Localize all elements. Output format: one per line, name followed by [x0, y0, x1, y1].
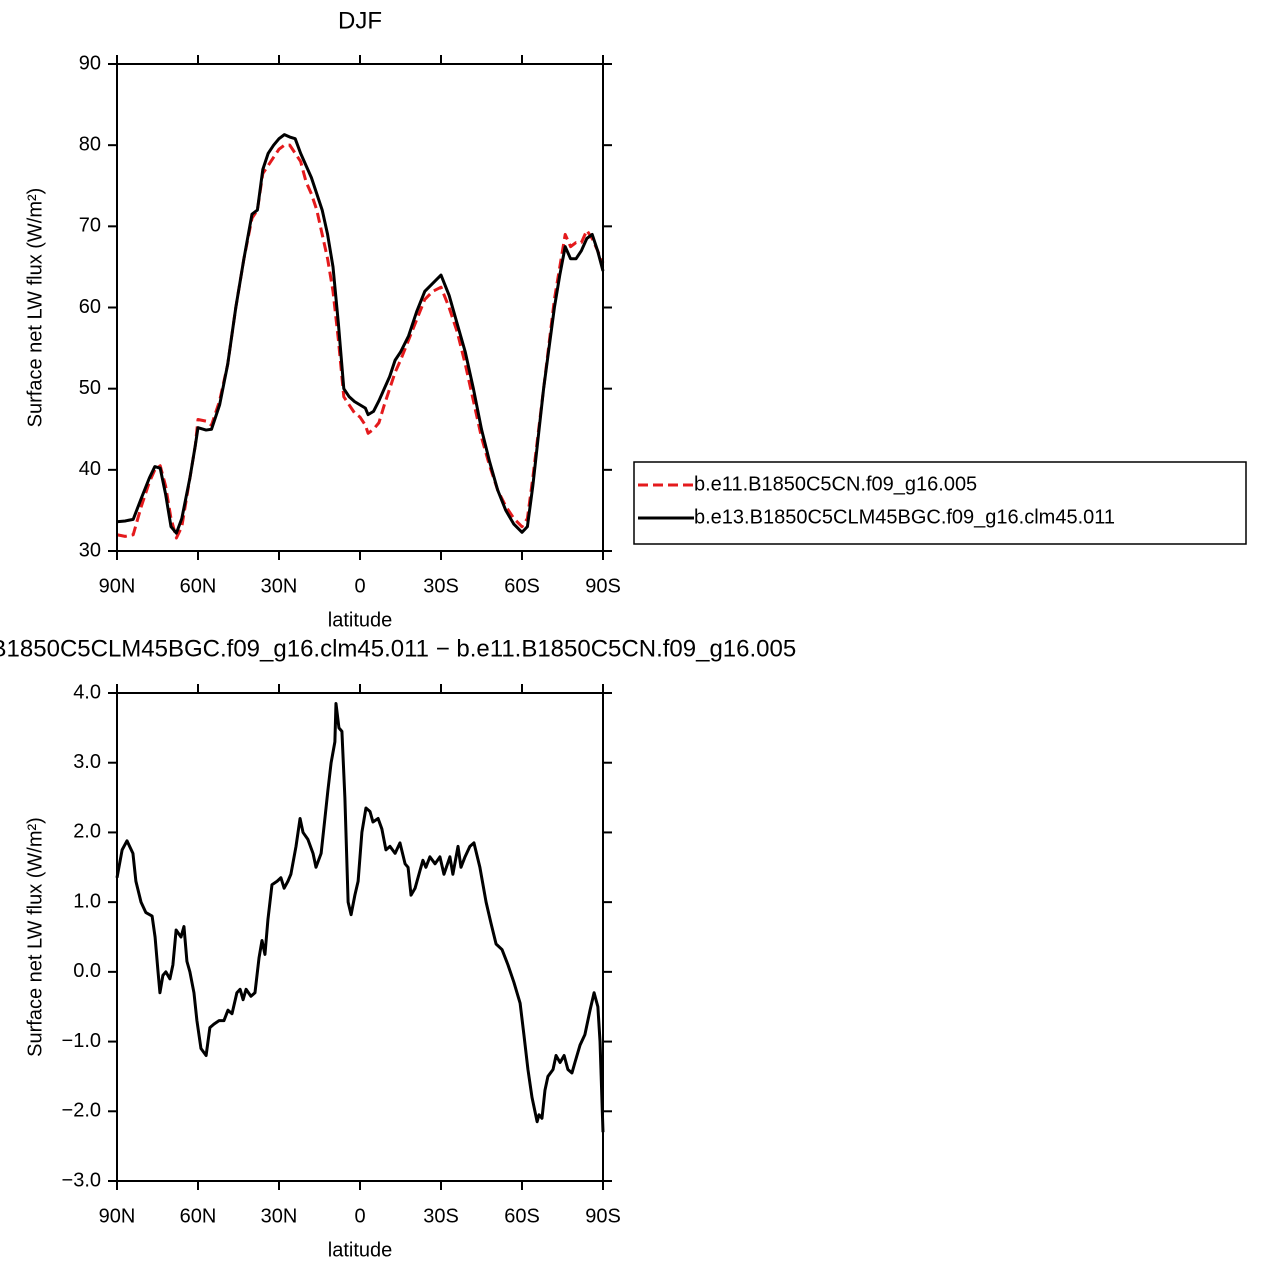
y-tick-label: 4.0: [73, 681, 101, 703]
y-tick-label: 50: [79, 377, 101, 399]
plot-frame: [116, 692, 604, 1182]
x-tick-label: 60S: [504, 575, 540, 597]
x-axis-label: latitude: [328, 1239, 393, 1261]
x-tick-label: 60N: [180, 1205, 217, 1227]
x-tick-label: 30N: [261, 575, 298, 597]
line-series: [116, 143, 605, 540]
legend-box: [633, 461, 1247, 545]
y-tick-label: 1.0: [73, 890, 101, 912]
x-tick-label: 30N: [261, 1205, 298, 1227]
y-axis-label: Surface net LW flux (W/m²): [24, 188, 46, 428]
y-tick-label: 3.0: [73, 751, 101, 773]
x-axis-label: latitude: [328, 609, 393, 631]
x-tick-label: 30S: [423, 575, 459, 597]
x-tick-label: 30S: [423, 1205, 459, 1227]
x-tick-label: 90N: [99, 1205, 136, 1227]
y-tick-label: −1.0: [62, 1030, 101, 1052]
y-tick-label: 40: [79, 458, 101, 480]
y-tick-label: −2.0: [62, 1100, 101, 1122]
x-tick-label: 60S: [504, 1205, 540, 1227]
plot-frame: [116, 63, 604, 552]
x-tick-label: 90S: [585, 575, 621, 597]
y-tick-label: 0.0: [73, 960, 101, 982]
chart-title: b.e13.B1850C5CLM45BGC.f09_g16.clm45.011 …: [0, 635, 796, 662]
legend-label: b.e11.B1850C5CN.f09_g16.005: [694, 473, 977, 495]
x-tick-label: 90S: [585, 1205, 621, 1227]
y-tick-label: −3.0: [62, 1169, 101, 1191]
x-tick-label: 60N: [180, 575, 217, 597]
y-tick-label: 60: [79, 296, 101, 318]
line-series: [115, 701, 605, 1133]
y-tick-label: 2.0: [73, 821, 101, 843]
x-tick-label: 0: [354, 1205, 365, 1227]
x-tick-label: 90N: [99, 575, 136, 597]
y-tick-label: 30: [79, 539, 101, 561]
line-series: [116, 133, 605, 535]
y-tick-label: 80: [79, 133, 101, 155]
x-tick-label: 0: [354, 575, 365, 597]
y-axis-label: Surface net LW flux (W/m²): [24, 817, 46, 1057]
y-tick-label: 90: [79, 52, 101, 74]
legend-label: b.e13.B1850C5CLM45BGC.f09_g16.clm45.011: [694, 506, 1115, 528]
chart-title: DJF: [338, 7, 382, 34]
y-tick-label: 70: [79, 215, 101, 237]
